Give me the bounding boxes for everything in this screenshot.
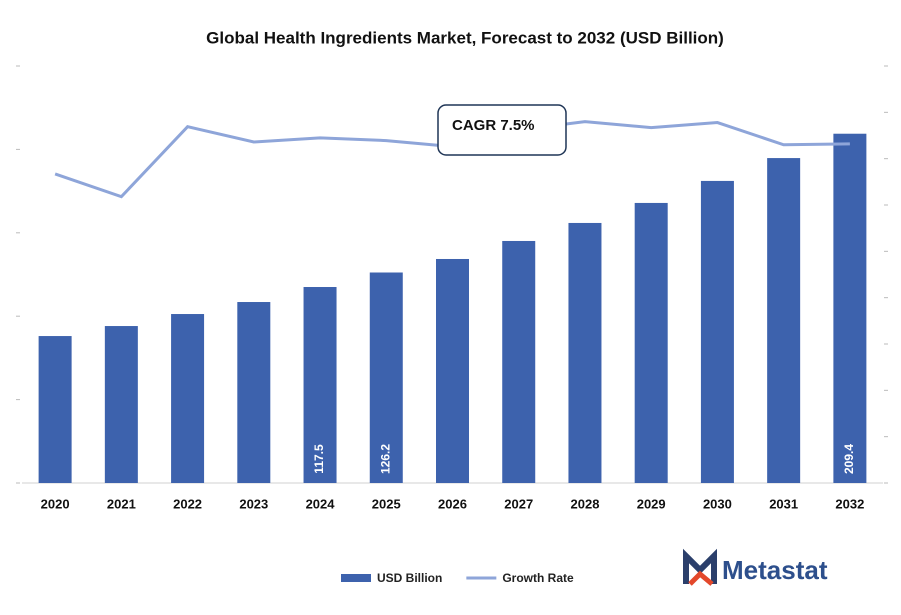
data-label: 126.2 xyxy=(378,444,392,474)
logo-icon xyxy=(683,548,717,584)
legend-swatch xyxy=(341,574,371,582)
data-label: 117.5 xyxy=(312,444,326,474)
x-tick-label: 2025 xyxy=(372,496,401,511)
bar xyxy=(303,287,337,483)
bar xyxy=(171,314,205,483)
x-tick-label: 2032 xyxy=(835,496,864,511)
x-tick-label: 2024 xyxy=(306,496,336,511)
annotation: CAGR 7.5% xyxy=(452,117,535,134)
bar xyxy=(502,240,536,483)
legend-label: USD Billion xyxy=(377,571,442,585)
x-tick-label: 2020 xyxy=(41,496,70,511)
x-tick-label: 2029 xyxy=(637,496,666,511)
legend-label: Growth Rate xyxy=(502,571,574,585)
annotation-box xyxy=(437,104,567,156)
x-tick-label: 2022 xyxy=(173,496,202,511)
logo-accent xyxy=(688,570,714,586)
bar xyxy=(767,158,801,483)
data-label: 209.4 xyxy=(842,444,856,474)
x-tick-label: 2021 xyxy=(107,496,136,511)
x-tick-label: 2027 xyxy=(504,496,533,511)
brand-name: Metastat xyxy=(722,555,828,585)
bar xyxy=(38,336,72,483)
bar xyxy=(104,326,138,483)
bar xyxy=(568,222,602,483)
bar xyxy=(237,302,271,483)
bar xyxy=(700,180,734,483)
bar xyxy=(436,258,469,483)
bar xyxy=(833,133,867,483)
brand-logo: Metastat xyxy=(683,548,828,586)
x-tick-label: 2028 xyxy=(571,496,600,511)
x-tick-label: 2030 xyxy=(703,496,732,511)
chart-title: Global Health Ingredients Market, Foreca… xyxy=(206,28,724,47)
bar xyxy=(634,202,668,483)
x-tick-label: 2023 xyxy=(239,496,268,511)
x-tick-label: 2026 xyxy=(438,496,467,511)
bar xyxy=(369,272,403,483)
x-tick-label: 2031 xyxy=(769,496,798,511)
